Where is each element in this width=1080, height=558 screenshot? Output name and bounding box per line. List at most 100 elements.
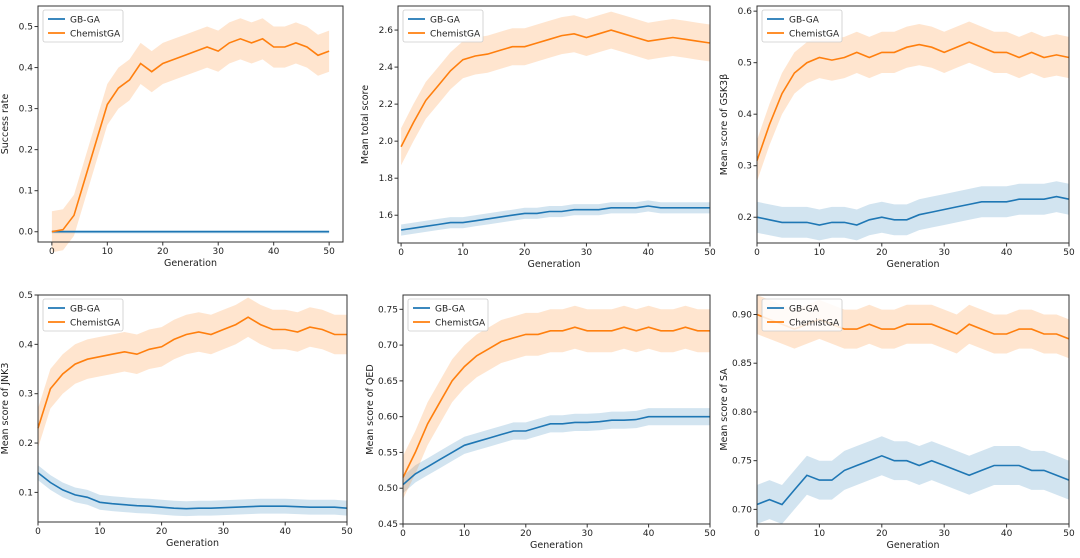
legend-label-1: GB-GA	[70, 16, 101, 26]
x-tick-label: 20	[156, 527, 168, 537]
x-tick-label: 10	[102, 247, 114, 257]
y-tick-label: 2.6	[379, 26, 394, 36]
x-tick-label: 40	[279, 527, 291, 537]
y-tick-label: 2.0	[379, 137, 394, 147]
plot-frame	[402, 294, 711, 525]
y-tick-label: 1.6	[379, 211, 394, 221]
legend-label-2: ChemistGA	[70, 319, 121, 329]
x-tick-label: 0	[754, 529, 760, 539]
x-tick-label: 0	[49, 247, 55, 257]
legend-label-2: ChemistGA	[435, 319, 486, 329]
series-line-1	[402, 415, 710, 486]
y-tick-label: 2.2	[379, 100, 393, 110]
x-tick-label: 40	[1001, 529, 1013, 539]
y-axis-label: Mean score of JNK3	[0, 363, 11, 455]
chart-panel-6: 0 10 20 30 40 50 0.70 0.75 0.80 0.85 0.90 Generatio…	[719, 294, 1075, 551]
y-tick-label: 0.70	[732, 505, 752, 515]
series-line-2	[402, 326, 710, 478]
legend-box	[42, 9, 124, 43]
plot-frame	[397, 5, 711, 244]
x-tick-label: 10	[94, 527, 106, 537]
y-axis-label: Success rate	[0, 94, 11, 155]
x-tick-label: 20	[520, 529, 532, 539]
y-tick-label: 0.45	[378, 520, 398, 530]
x-tick-label: 40	[642, 248, 654, 258]
legend-box	[42, 298, 124, 332]
legend-box	[402, 9, 484, 43]
x-tick-label: 20	[876, 529, 888, 539]
y-axis-label: Mean score of GSK3β	[719, 74, 730, 175]
x-tick-label: 30	[938, 529, 950, 539]
legend-box	[407, 298, 489, 332]
x-tick-label: 0	[754, 248, 760, 258]
x-axis-label: Generation	[164, 258, 217, 269]
chart-panel-3: 0 10 20 30 40 50 0.2 0.3 0.4 0.5 0.6 Generation Mean…	[719, 5, 1075, 270]
y-tick-label: 2.4	[379, 63, 394, 73]
series-band-1	[401, 200, 710, 236]
y-tick-label: 0.0	[19, 228, 34, 238]
legend-label-1: GB-GA	[430, 16, 461, 26]
x-axis-label: Generation	[530, 540, 583, 551]
x-tick-label: 30	[213, 247, 225, 257]
x-tick-label: 20	[157, 247, 169, 257]
series-line-1	[756, 195, 1070, 226]
legend-label-1: GB-GA	[789, 16, 820, 26]
x-tick-label: 50	[1063, 529, 1075, 539]
y-tick-label: 0.60	[378, 413, 398, 423]
legend-label-2: ChemistGA	[789, 30, 840, 40]
x-tick-label: 0	[398, 248, 404, 258]
x-tick-label: 10	[814, 529, 826, 539]
y-tick-label: 0.3	[738, 162, 752, 172]
series-band-2	[38, 297, 347, 448]
series-line-1	[400, 205, 710, 231]
series-line-1	[756, 454, 1070, 506]
legend-box	[761, 298, 843, 332]
y-tick-label: 0.3	[19, 390, 33, 400]
chart-panel-4: 0 10 20 30 40 50 0.1 0.2 0.3 0.4 0.5 Generation Mean…	[0, 291, 353, 549]
series-line-2	[37, 316, 347, 429]
series-line-1	[37, 472, 348, 510]
series-line-2	[400, 29, 711, 148]
y-tick-label: 0.80	[732, 408, 752, 418]
series-band-2	[401, 11, 710, 166]
x-axis-label: Generation	[887, 259, 940, 270]
y-tick-label: 0.70	[378, 341, 398, 351]
series-band-2	[757, 21, 1069, 182]
x-axis-label: Generation	[166, 538, 219, 549]
y-axis-label: Mean total score	[360, 85, 371, 164]
x-tick-label: 50	[341, 527, 353, 537]
legend-box	[761, 9, 843, 43]
x-tick-label: 40	[1001, 248, 1013, 258]
y-tick-label: 0.55	[378, 448, 398, 458]
series-line-2	[51, 37, 330, 233]
series-band-1	[757, 436, 1069, 524]
x-tick-label: 50	[704, 248, 716, 258]
y-tick-label: 1.8	[379, 174, 394, 184]
x-tick-label: 30	[218, 527, 230, 537]
y-tick-label: 0.2	[19, 439, 33, 449]
chart-panel-2: 0 10 20 30 40 50 1.6 1.8 2.0 2.2 2.4 2.6 Generation M…	[360, 5, 716, 270]
y-tick-label: 0.5	[19, 23, 33, 33]
y-tick-label: 0.1	[19, 488, 33, 498]
y-tick-label: 0.4	[738, 110, 753, 120]
series-band-1	[757, 181, 1069, 241]
x-tick-label: 30	[938, 248, 950, 258]
series-band-1	[403, 408, 710, 494]
x-tick-label: 40	[268, 247, 280, 257]
y-axis-label: Mean score of SA	[719, 368, 730, 451]
x-tick-label: 30	[581, 248, 593, 258]
legend-label-1: GB-GA	[789, 305, 820, 315]
y-tick-label: 0.4	[19, 340, 34, 350]
series-band-2	[51, 18, 330, 253]
x-tick-label: 10	[457, 248, 469, 258]
plot-frame	[37, 5, 344, 243]
legend-label-2: ChemistGA	[430, 30, 481, 40]
plot-frame	[37, 294, 348, 523]
series-band-2	[403, 305, 710, 499]
x-tick-label: 40	[643, 529, 655, 539]
y-tick-label: 0.85	[732, 359, 752, 369]
plot-frame	[756, 5, 1070, 244]
y-tick-label: 0.4	[19, 64, 34, 74]
plot-frame	[756, 294, 1070, 525]
